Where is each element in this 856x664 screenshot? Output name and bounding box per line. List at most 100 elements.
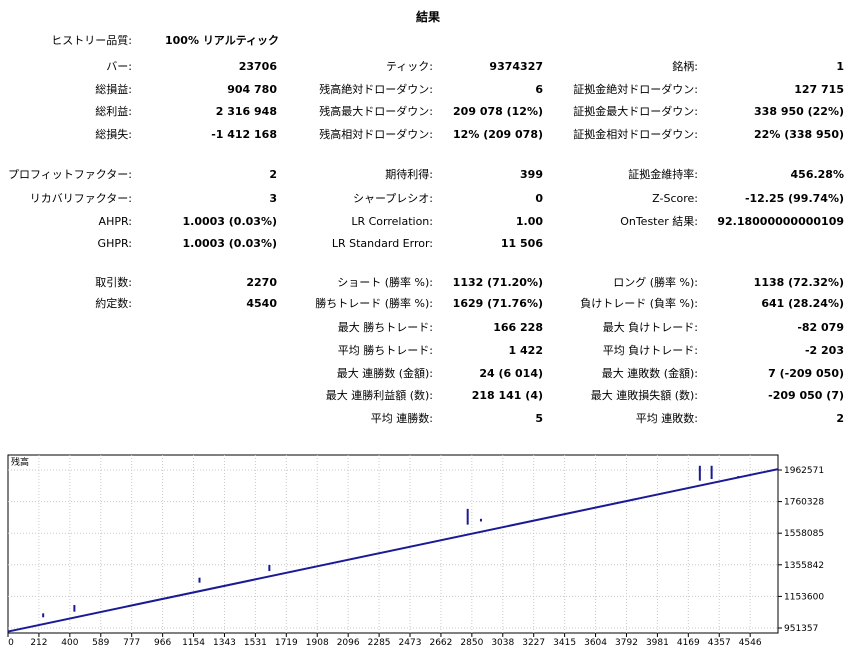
balance-line (7, 468, 779, 633)
x-tick-label: 3227 (522, 638, 545, 648)
x-tick-label: 1719 (275, 638, 298, 648)
stat-value-3: 338 950 (22%) (754, 105, 844, 118)
stat-value-1: 4540 (246, 297, 277, 310)
stat-label-2: 残高最大ドローダウン: (319, 105, 433, 118)
stat-label-3: 証拠金絶対ドローダウン: (573, 83, 698, 96)
stat-value-3: -82 079 (797, 321, 844, 334)
x-tick-label: 2850 (460, 638, 483, 648)
stat-value-3: 456.28% (790, 168, 844, 181)
stat-value-1: 1.0003 (0.03%) (182, 237, 278, 250)
stat-value-1: -1 412 168 (211, 128, 277, 141)
stat-label-1: 総利益: (95, 105, 132, 118)
results-title: 結果 (415, 10, 440, 24)
stat-value-1: 2 316 948 (215, 105, 277, 118)
stat-label-2: LR Correlation: (351, 215, 433, 228)
y-tick-label: 1558085 (784, 529, 824, 539)
stat-value-2: 0 (535, 192, 543, 205)
stat-label-3: 証拠金維持率: (628, 168, 698, 181)
stat-value-3: -2 203 (804, 344, 844, 357)
x-tick-label: 3038 (491, 638, 514, 648)
x-tick-label: 3604 (584, 638, 607, 648)
stat-label-3: 平均 負けトレード: (602, 344, 698, 357)
stat-label-2: 最大 勝ちトレード: (337, 321, 433, 334)
stat-value-2: 24 (6 014) (479, 367, 543, 380)
stat-label-3: 負けトレード (負率 %): (580, 297, 698, 310)
stat-label-2: 期待利得: (385, 168, 433, 181)
x-tick-label: 1908 (306, 638, 329, 648)
x-tick-label: 400 (61, 638, 78, 648)
stat-value-2: 12% (209 078) (453, 128, 543, 141)
x-tick-label: 2662 (429, 638, 452, 648)
stat-label-2: ショート (勝率 %): (337, 276, 433, 289)
stat-label-1: プロフィットファクター: (7, 168, 132, 181)
stat-value-2: 218 141 (4) (471, 389, 543, 402)
x-tick-label: 3415 (553, 638, 576, 648)
stat-label-1: 総損失: (95, 128, 132, 141)
x-tick-label: 4546 (739, 638, 762, 648)
x-tick-label: 777 (123, 638, 140, 648)
stat-label-3: ロング (勝率 %): (613, 276, 698, 289)
stat-value-1: 23706 (238, 60, 277, 73)
stat-label-1: バー: (106, 60, 132, 73)
stat-label-2: LR Standard Error: (331, 237, 433, 250)
stat-value-2: 1.00 (515, 215, 543, 228)
y-tick-label: 1355842 (784, 561, 824, 571)
legend-series-name: 残高 (11, 456, 29, 468)
stat-value-2: 9374327 (489, 60, 543, 73)
stat-label-3: OnTester 結果: (620, 215, 698, 228)
stat-label-2: 残高絶対ドローダウン: (319, 83, 433, 96)
stat-label-1: リカバリファクター: (29, 192, 132, 205)
balance-chart: 0 212 400 589 777 966 1154 1343 1531 1719 1908 2096… (7, 454, 824, 648)
stat-label-2: 残高相対ドローダウン: (319, 128, 433, 141)
x-tick-label: 2096 (337, 638, 360, 648)
stat-value-1: 1.0003 (0.03%) (182, 215, 278, 228)
stat-value-1: 2 (269, 168, 277, 181)
x-tick-label: 3792 (615, 638, 638, 648)
stat-label-3: 最大 負けトレード: (602, 321, 698, 334)
x-tick-label: 0 (8, 638, 14, 648)
stat-label-2: 最大 連勝利益額 (数): (325, 389, 433, 402)
stat-label-2: 平均 勝ちトレード: (337, 344, 433, 357)
x-tick-label: 1154 (182, 638, 205, 648)
y-tick-label: 951357 (784, 624, 818, 634)
history-quality-value: 100% リアルティック (165, 34, 280, 47)
stat-value-3: -12.25 (99.74%) (744, 192, 844, 205)
stat-value-2: 166 228 (493, 321, 543, 334)
stat-value-3: 92.18000000000109 (717, 215, 844, 228)
stat-label-2: 平均 連勝数: (370, 412, 433, 425)
stat-label-3: 証拠金最大ドローダウン: (573, 105, 698, 118)
x-tick-label: 2473 (399, 638, 422, 648)
stat-label-2: シャープレシオ: (352, 192, 433, 205)
x-tick-label: 966 (154, 638, 171, 648)
x-tick-label: 2285 (368, 638, 391, 648)
stat-label-3: 最大 連敗損失額 (数): (590, 389, 698, 402)
stat-label-1: 総損益: (95, 83, 132, 96)
y-tick-label: 1962571 (784, 466, 824, 476)
stat-label-2: 勝ちトレード (勝率 %): (315, 297, 433, 310)
stat-label-3: Z-Score: (652, 192, 698, 205)
stat-label-2: ティック: (385, 60, 433, 73)
x-tick-label: 1531 (244, 638, 267, 648)
stat-value-3: 127 715 (794, 83, 844, 96)
stat-label-1: 取引数: (95, 276, 132, 289)
stat-label-3: 銘柄: (672, 60, 698, 73)
stat-value-3: 22% (338 950) (754, 128, 844, 141)
x-tick-label: 1343 (213, 638, 236, 648)
stat-label-3: 証拠金相対ドローダウン: (573, 128, 698, 141)
stat-value-3: -209 050 (7) (768, 389, 844, 402)
stat-value-2: 209 078 (12%) (453, 105, 543, 118)
history-quality-label: ヒストリー品質: (51, 34, 132, 47)
stat-value-2: 5 (535, 412, 543, 425)
stat-value-3: 2 (836, 412, 844, 425)
stat-label-3: 最大 連敗数 (金額): (601, 367, 698, 380)
x-tick-label: 589 (92, 638, 109, 648)
y-tick-label: 1153600 (784, 592, 824, 602)
x-tick-label: 212 (30, 638, 47, 648)
stat-label-1: GHPR: (97, 237, 132, 250)
stat-value-2: 399 (520, 168, 543, 181)
stat-label-3: 平均 連敗数: (635, 412, 698, 425)
stat-value-2: 6 (535, 83, 543, 96)
stat-value-2: 11 506 (500, 237, 543, 250)
stat-label-2: 最大 連勝数 (金額): (336, 367, 433, 380)
stat-value-2: 1132 (71.20%) (452, 276, 543, 289)
